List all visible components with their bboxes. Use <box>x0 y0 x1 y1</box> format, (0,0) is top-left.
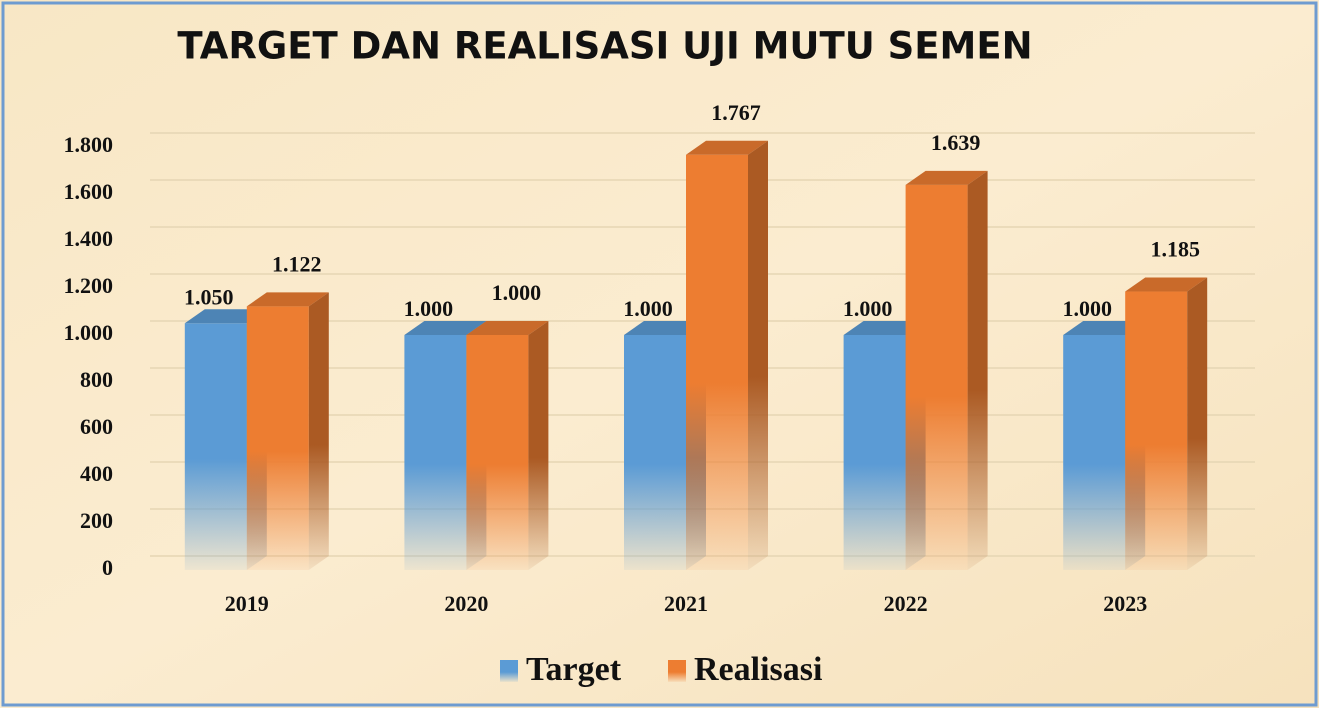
bar-top <box>1125 277 1208 292</box>
legend-label: Target <box>526 651 622 688</box>
bar <box>905 184 968 570</box>
bar-top <box>905 170 988 185</box>
bar-top <box>466 321 549 335</box>
bar-top <box>843 321 926 335</box>
data-label: 1.122 <box>272 251 322 276</box>
data-label: 1.050 <box>184 284 234 309</box>
data-label: 1.185 <box>1150 237 1200 262</box>
x-tick-label: 2023 <box>1103 591 1147 616</box>
legend-label: Realisasi <box>694 651 822 688</box>
bar-top <box>1063 321 1146 335</box>
bar-side <box>308 292 329 570</box>
y-tick-label: 1.200 <box>64 273 114 298</box>
y-tick-label: 200 <box>80 508 113 533</box>
legend-swatch <box>668 660 686 682</box>
bar <box>246 306 309 570</box>
bar <box>1063 335 1126 570</box>
data-label: 1.000 <box>492 280 542 305</box>
x-tick-label: 2021 <box>664 591 708 616</box>
data-label: 1.767 <box>711 100 761 125</box>
y-tick-label: 800 <box>80 367 113 392</box>
y-tick-label: 600 <box>80 414 113 439</box>
y-tick-label: 1.400 <box>64 226 114 251</box>
bar-top <box>404 321 487 335</box>
y-tick-label: 1.000 <box>64 320 114 345</box>
bar <box>624 335 686 570</box>
legend-swatch <box>500 660 518 682</box>
bar-side <box>528 321 549 570</box>
bar <box>404 335 467 570</box>
chart-title: TARGET DAN REALISASI UJI MUTU SEMEN <box>177 25 1032 68</box>
y-tick-label: 0 <box>102 555 113 580</box>
data-label: 1.000 <box>404 296 454 321</box>
bar <box>686 154 748 570</box>
data-label: 1.000 <box>1062 296 1112 321</box>
data-label: 1.000 <box>623 296 673 321</box>
bar-side <box>748 140 768 570</box>
bar-top <box>246 292 329 307</box>
bar-top <box>624 321 706 335</box>
bar <box>843 335 906 570</box>
x-tick-label: 2022 <box>884 591 928 616</box>
bar <box>184 323 247 570</box>
bar <box>1125 291 1188 570</box>
y-tick-label: 400 <box>80 461 113 486</box>
bar-side <box>1187 277 1208 570</box>
bar-side <box>967 170 988 570</box>
y-tick-label: 1.600 <box>64 179 114 204</box>
data-label: 1.000 <box>843 296 893 321</box>
bar-top <box>184 309 267 324</box>
bar <box>466 335 529 570</box>
bar-top <box>686 140 768 155</box>
data-label: 1.639 <box>931 130 981 155</box>
x-tick-label: 2019 <box>225 591 269 616</box>
x-tick-label: 2020 <box>444 591 488 616</box>
y-tick-label: 1.800 <box>64 132 114 157</box>
